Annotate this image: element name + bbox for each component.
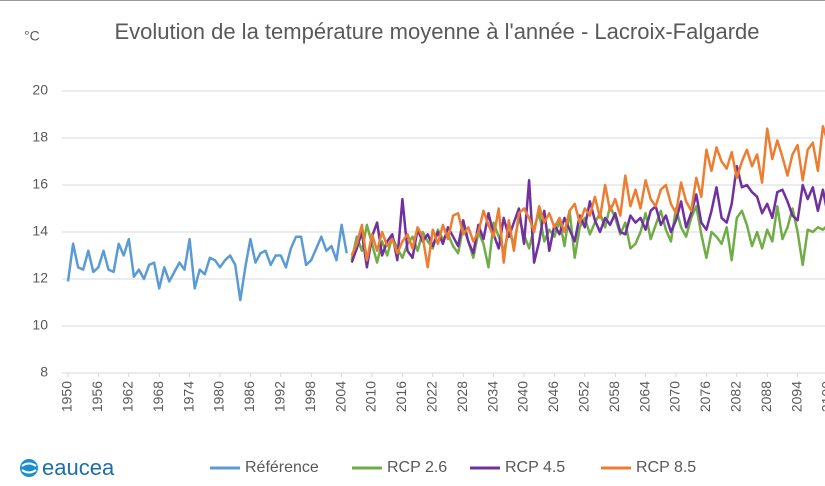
- legend-label: RCP 4.5: [505, 459, 565, 476]
- legend-label: RCP 2.6: [387, 459, 447, 476]
- x-tick-label: 1950: [59, 381, 75, 412]
- x-tick-label: 2022: [424, 381, 440, 412]
- logo-text: eaucea: [42, 455, 115, 480]
- x-tick-label: 1956: [89, 381, 105, 412]
- logo: eaucea: [20, 455, 115, 480]
- y-tick-label: 14: [32, 223, 48, 239]
- legend-label: Référence: [245, 459, 319, 476]
- legend-item: RCP 4.5: [470, 459, 565, 476]
- logo-icon: [20, 459, 38, 477]
- x-tick-label: 1986: [241, 381, 257, 412]
- x-tick-label: 1992: [272, 381, 288, 412]
- x-tick-label: 1968: [150, 381, 166, 412]
- y-tick-label: 16: [32, 176, 48, 192]
- x-tick-label: 2004: [332, 381, 348, 412]
- x-tick-label: 2052: [576, 381, 592, 412]
- x-tick-label: 2076: [697, 381, 713, 412]
- y-unit-label: °C: [24, 28, 40, 44]
- legend-item: RCP 8.5: [601, 459, 696, 476]
- x-tick-label: 2070: [667, 381, 683, 412]
- x-tick-label: 2100: [819, 381, 825, 412]
- y-tick-label: 8: [40, 364, 48, 380]
- series-line: [350, 125, 825, 269]
- x-tick-label: 2064: [636, 381, 652, 412]
- x-tick-label: 1998: [302, 381, 318, 412]
- x-tick-label: 2046: [545, 381, 561, 412]
- x-tick-label: 2082: [728, 381, 744, 412]
- x-tick-label: 2094: [788, 381, 804, 412]
- x-tick-label: 2034: [484, 381, 500, 412]
- x-tick-label: 1974: [180, 381, 196, 412]
- series-line: [66, 223, 348, 302]
- series-line: [350, 164, 825, 269]
- y-tick-label: 10: [32, 317, 48, 333]
- y-tick-label: 18: [32, 129, 48, 145]
- x-tick-label: 2028: [454, 381, 470, 412]
- logo-icon-wave: [21, 462, 37, 474]
- x-tick-label: 1980: [211, 381, 227, 412]
- x-tick-label: 2040: [515, 381, 531, 412]
- legend-item: Référence: [210, 459, 319, 476]
- x-tick-label: 1962: [120, 381, 136, 412]
- x-tick-label: 2088: [758, 381, 774, 412]
- y-tick-label: 20: [32, 82, 48, 98]
- x-tick-label: 2058: [606, 381, 622, 412]
- legend-label: RCP 8.5: [636, 459, 696, 476]
- legend-item: RCP 2.6: [352, 459, 447, 476]
- x-tick-label: 2016: [393, 381, 409, 412]
- x-tick-label: 2010: [363, 381, 379, 412]
- chart-title: Evolution de la température moyenne à l'…: [114, 19, 760, 44]
- y-tick-label: 12: [32, 270, 48, 286]
